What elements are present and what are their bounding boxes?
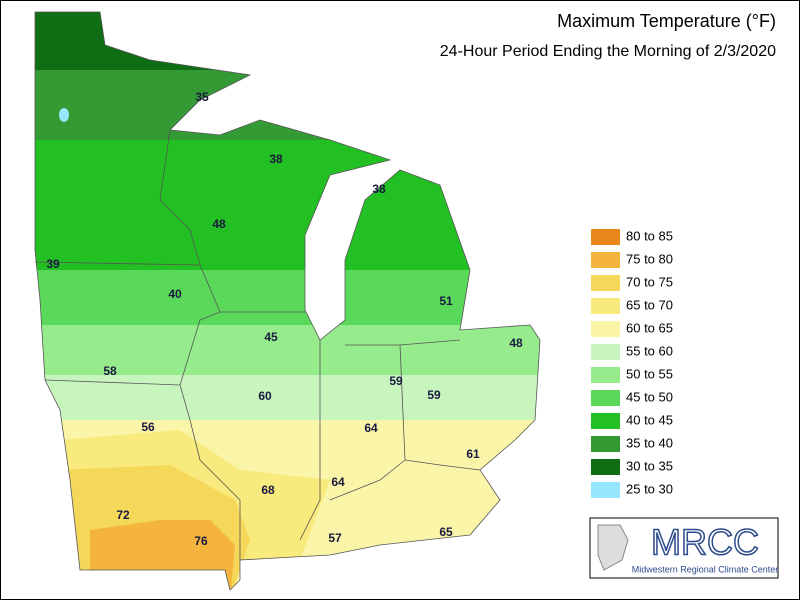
station-label: 38: [269, 152, 283, 166]
legend-label: 30 to 35: [626, 458, 673, 473]
station-labels: 35 38 38 48 39 40 51 45 48 58 59 60 59 5…: [46, 90, 523, 548]
station-label: 48: [509, 336, 523, 350]
station-label: 59: [427, 388, 441, 402]
legend-label: 25 to 30: [626, 481, 673, 496]
station-label: 76: [194, 534, 208, 548]
legend-swatch: [591, 390, 620, 406]
legend-label: 75 to 80: [626, 251, 673, 266]
station-label: 38: [372, 182, 386, 196]
legend-swatch: [591, 252, 620, 268]
station-label: 60: [258, 389, 272, 403]
legend-swatch: [591, 298, 620, 314]
title: Maximum Temperature (°F): [557, 11, 776, 31]
station-label: 40: [168, 287, 182, 301]
zone: [35, 325, 540, 375]
logo: MRCC Midwestern Regional Climate Center: [589, 517, 779, 579]
legend-label: 65 to 70: [626, 297, 673, 312]
station-label: 72: [116, 508, 130, 522]
station-label: 45: [264, 330, 278, 344]
legend-label: 35 to 40: [626, 435, 673, 450]
legend-label: 80 to 85: [626, 228, 673, 243]
legend: 80 to 85 75 to 80 70 to 75 65 to 70 60 to 65…: [591, 228, 673, 498]
zone: [35, 270, 540, 325]
station-label: 56: [141, 420, 155, 434]
logo-map: [597, 524, 629, 571]
station-label: 39: [46, 257, 60, 271]
legend-swatch: [591, 275, 620, 291]
legend-label: 45 to 50: [626, 389, 673, 404]
logo-caption: Midwestern Regional Climate Center: [632, 564, 779, 574]
station-label: 35: [195, 90, 209, 104]
legend-swatch: [591, 459, 620, 475]
station-label: 61: [466, 447, 480, 461]
station-label: 68: [261, 483, 275, 497]
zone: [59, 108, 69, 122]
station-label: 65: [439, 525, 453, 539]
legend-swatch: [591, 436, 620, 452]
station-label: 57: [328, 531, 342, 545]
station-label: 64: [331, 475, 345, 489]
station-label: 59: [389, 374, 403, 388]
station-label: 58: [103, 364, 117, 378]
legend-swatch: [591, 413, 620, 429]
legend-label: 50 to 55: [626, 366, 673, 381]
legend-swatch: [591, 367, 620, 383]
legend-swatch: [591, 482, 620, 498]
station-label: 64: [364, 421, 378, 435]
legend-swatch: [591, 321, 620, 337]
station-label: 48: [212, 217, 226, 231]
logo-name: MRCC: [651, 522, 759, 563]
legend-swatch: [591, 344, 620, 360]
legend-label: 70 to 75: [626, 274, 673, 289]
station-label: 51: [439, 294, 453, 308]
legend-label: 60 to 65: [626, 320, 673, 335]
legend-label: 55 to 60: [626, 343, 673, 358]
legend-swatch: [591, 229, 620, 245]
subtitle: 24-Hour Period Ending the Morning of 2/3…: [440, 43, 776, 60]
legend-label: 40 to 45: [626, 412, 673, 427]
state-lines: [34, 11, 541, 591]
